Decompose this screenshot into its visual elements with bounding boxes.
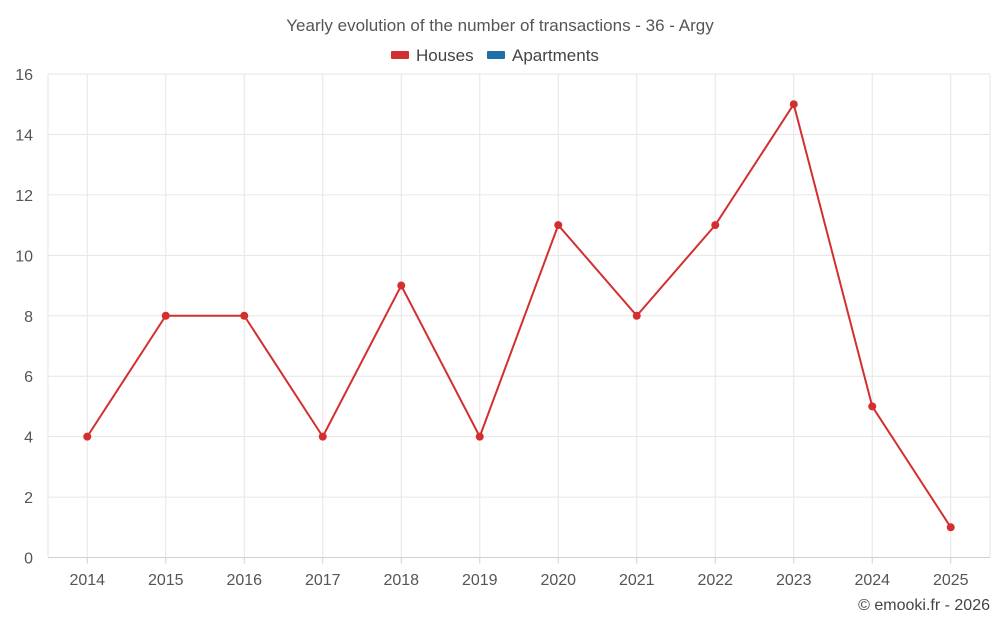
y-tick-label: 8 [24, 309, 33, 326]
houses-point[interactable] [868, 402, 877, 411]
legend-label-apartments[interactable]: Apartments [512, 46, 599, 65]
x-tick-label: 2024 [854, 572, 890, 589]
x-tick-label: 2014 [69, 572, 105, 589]
y-tick-label: 6 [24, 369, 33, 386]
x-tick-label: 2016 [226, 572, 262, 589]
x-tick-label: 2021 [619, 572, 655, 589]
y-axis-ticks: 0 2 4 6 8 10 12 14 16 [15, 67, 33, 568]
x-tick-label: 2022 [697, 572, 733, 589]
houses-point[interactable] [318, 432, 327, 441]
houses-point[interactable] [946, 523, 955, 532]
houses-point[interactable] [554, 221, 563, 230]
x-tick-label: 2018 [383, 572, 419, 589]
houses-point[interactable] [711, 221, 720, 230]
y-tick-label: 4 [24, 430, 33, 447]
x-tick-label: 2020 [540, 572, 576, 589]
x-tick-label: 2025 [933, 572, 969, 589]
credit-text: © emooki.fr - 2026 [858, 597, 990, 614]
houses-point[interactable] [397, 281, 406, 290]
houses-point[interactable] [475, 432, 484, 441]
series-houses [83, 100, 955, 532]
y-tick-label: 12 [15, 188, 33, 205]
houses-point[interactable] [83, 432, 92, 441]
houses-point[interactable] [240, 311, 249, 320]
chart-title: Yearly evolution of the number of transa… [286, 16, 714, 35]
x-tick-label: 2015 [148, 572, 184, 589]
y-tick-label: 2 [24, 490, 33, 507]
y-tick-label: 0 [24, 551, 33, 568]
legend-label-houses[interactable]: Houses [416, 46, 474, 65]
x-tick-label: 2023 [776, 572, 812, 589]
legend: Houses Apartments [391, 46, 599, 65]
x-tick-label: 2019 [462, 572, 498, 589]
y-tick-label: 10 [15, 248, 33, 265]
y-tick-label: 14 [15, 127, 33, 144]
x-tick-label: 2017 [305, 572, 341, 589]
houses-point[interactable] [632, 311, 641, 320]
legend-swatch-apartments[interactable] [487, 51, 505, 59]
houses-point[interactable] [161, 311, 170, 320]
houses-line [86, 103, 952, 528]
houses-point[interactable] [789, 100, 798, 109]
y-tick-label: 16 [15, 67, 33, 84]
legend-swatch-houses[interactable] [391, 51, 409, 59]
x-axis-ticks: 2014 2015 2016 2017 2018 2019 2020 2021 2022 2023… [69, 557, 969, 589]
